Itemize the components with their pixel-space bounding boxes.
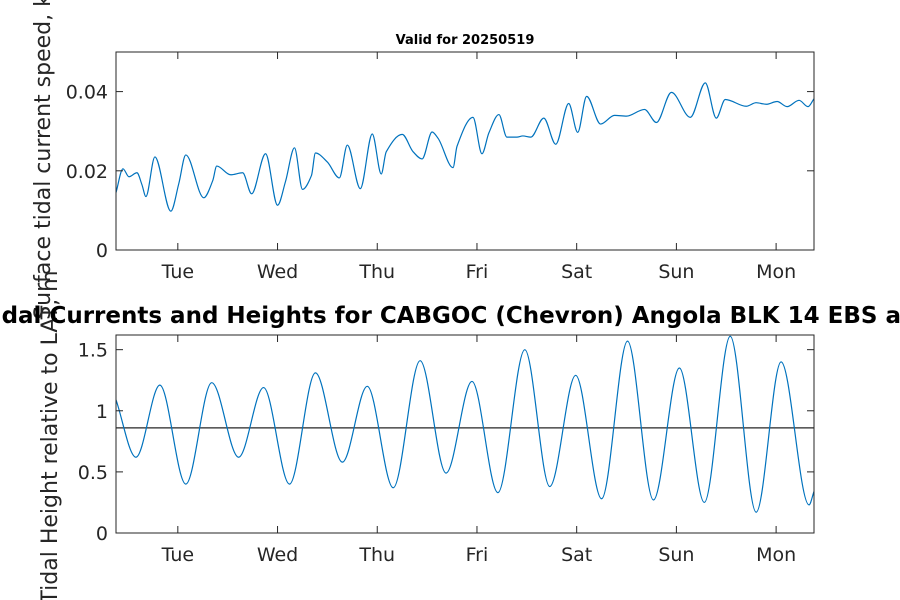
current-x-tick-label: Mon (756, 261, 796, 283)
current-x-tick-label: Sun (658, 261, 694, 283)
current-x-tick-label: Thu (358, 261, 395, 283)
height-y-tick-label: 0 (96, 523, 108, 545)
height-plot-area (116, 335, 814, 533)
height-x-tick-label: Thu (358, 544, 395, 566)
current-chart-title: Valid for 20250519 (396, 33, 535, 48)
current-series-group (116, 82, 814, 212)
current-x-tick-label: Tue (161, 261, 194, 283)
height-x-tick-label: Fri (466, 544, 489, 566)
current-plot-area (116, 52, 814, 250)
current-series-line (116, 82, 814, 212)
height-series-line (116, 335, 814, 513)
current-axes-box (115, 51, 815, 251)
current-y-tick-label: 0 (96, 240, 108, 262)
main-chart-title: Tidal Currents and Heights for CABGOC (C… (0, 303, 900, 329)
current-axes-ticks: Tue Wed Thu Fri Sat Sun Mon 0 0.02 0.04 (66, 52, 814, 283)
current-x-tick-label: Fri (466, 261, 489, 283)
height-y-tick-label: 1.5 (78, 340, 108, 362)
tidal-height-chart: Tidal Height relative to LAT, m Tue Wed Th… (0, 270, 900, 600)
current-x-tick-label: Wed (257, 261, 298, 283)
height-x-tick-label: Sun (658, 544, 694, 566)
current-y-tick-label: 0.02 (66, 161, 108, 183)
current-x-tick-label: Sat (561, 261, 592, 283)
current-y-tick-label: 0.04 (66, 82, 108, 104)
height-x-tick-label: Wed (257, 544, 298, 566)
height-axes-ticks: Tue Wed Thu Fri Sat Sun Mon 0 0.5 1 1.5 (78, 335, 814, 566)
height-y-tick-label: 1 (96, 401, 108, 423)
height-y-tick-label: 0.5 (78, 462, 108, 484)
height-series-group (116, 335, 814, 513)
height-x-tick-label: Sat (561, 544, 592, 566)
current-y-axis-label: Surface tidal current speed, kn (31, 0, 56, 320)
height-y-axis-label: Tidal Height relative to LAT, m (38, 270, 63, 600)
height-axes-box (115, 334, 815, 534)
height-x-tick-label: Tue (161, 544, 194, 566)
current-speed-chart: Valid for 20250519 Surface tidal current… (31, 0, 815, 320)
height-x-tick-label: Mon (756, 544, 796, 566)
